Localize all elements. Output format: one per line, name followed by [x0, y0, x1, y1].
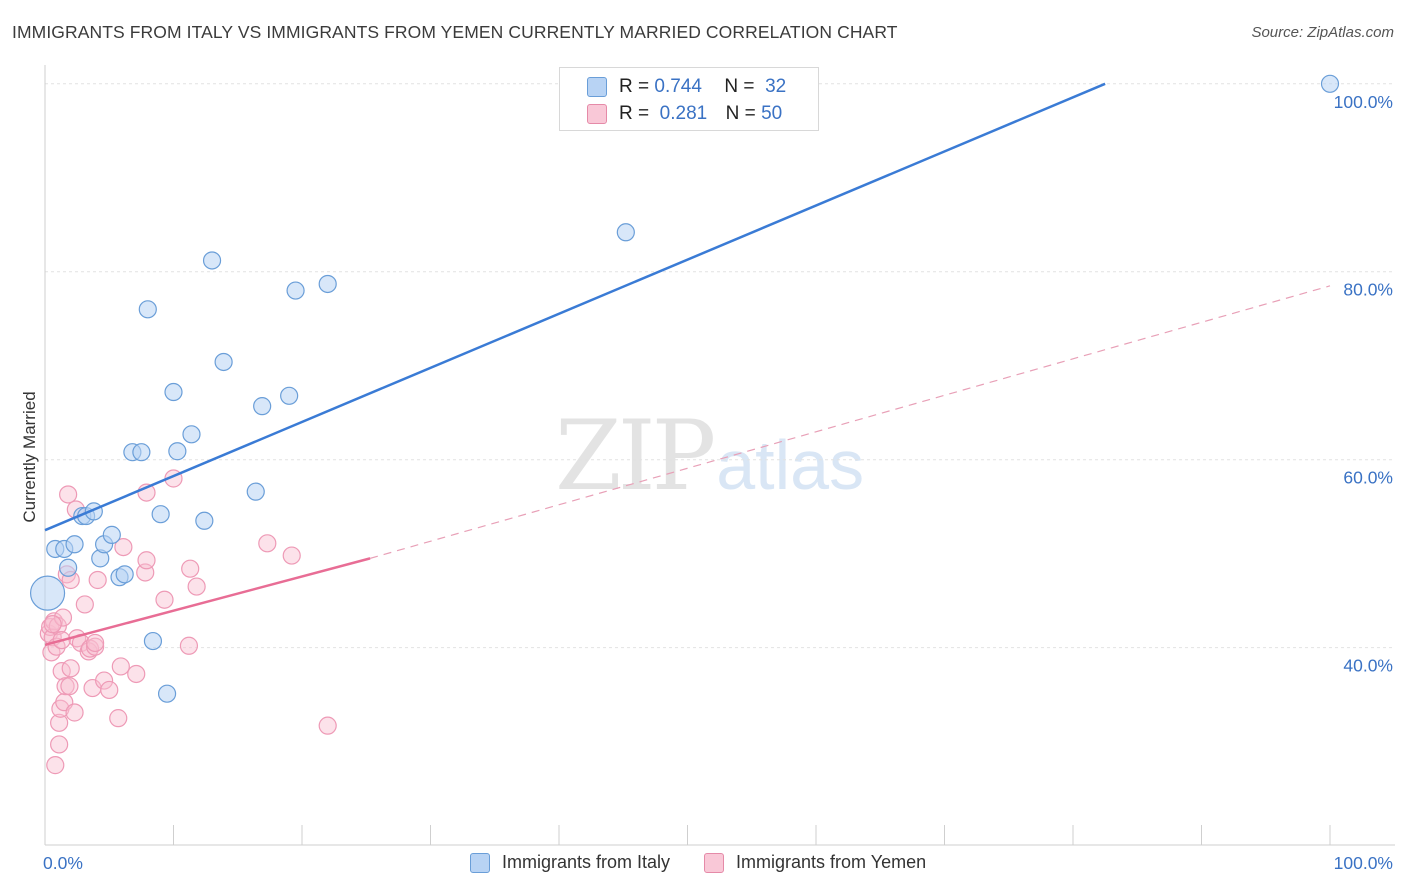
- italy-point: [115, 565, 134, 584]
- source-credit: Source: ZipAtlas.com: [1251, 24, 1394, 41]
- legend-n-value: 50: [761, 103, 783, 124]
- italy-trend-line: [44, 82, 1106, 532]
- italy-point: [195, 511, 214, 530]
- legend-r-label: R =: [619, 76, 650, 97]
- italy-point: [168, 442, 187, 461]
- italy-point: [151, 505, 170, 524]
- x-tick-label-max: 100.0%: [1334, 853, 1393, 873]
- legend-swatch-yemen: [587, 104, 607, 124]
- legend-n-value: 32: [765, 76, 787, 97]
- yemen-point: [50, 735, 69, 754]
- series-label-yemen: Immigrants from Yemen: [736, 852, 927, 872]
- yemen-point: [53, 608, 73, 627]
- italy-point: [164, 382, 183, 402]
- italy-point: [246, 482, 265, 501]
- legend-r-value: 0.744: [654, 76, 702, 97]
- italy-point: [616, 223, 635, 242]
- yemen-point: [75, 595, 94, 614]
- series-swatch-yemen: [704, 852, 725, 873]
- legend-n-label: N =: [725, 103, 756, 124]
- yemen-point: [155, 590, 174, 609]
- yemen-point: [46, 756, 65, 775]
- italy-point: [318, 274, 337, 294]
- series-label-italy: Immigrants from Italy: [502, 852, 671, 872]
- italy-point: [102, 525, 121, 544]
- italy-point: [1320, 74, 1340, 93]
- yemen-point: [59, 485, 78, 504]
- yemen-trend-extension: [369, 285, 1331, 559]
- yemen-point: [181, 559, 200, 578]
- italy-point: [29, 575, 66, 611]
- yemen-point: [114, 537, 133, 557]
- legend-row-italy: R = 0.744 N = 32: [587, 75, 786, 99]
- yemen-point: [137, 551, 156, 570]
- italy-point: [202, 251, 222, 270]
- yemen-point: [43, 615, 62, 634]
- yemen-point: [127, 664, 146, 684]
- legend-r-value: 0.281: [659, 103, 708, 124]
- italy-point: [286, 281, 305, 300]
- series-legend-italy[interactable]: Immigrants from Italy: [470, 852, 670, 873]
- legend-swatch-italy: [587, 77, 607, 97]
- legend-n-label: N =: [724, 76, 755, 97]
- italy-point: [214, 352, 233, 372]
- yemen-point: [86, 633, 105, 653]
- italy-point: [65, 535, 84, 554]
- series-legend: Immigrants from Italy Immigrants from Ye…: [470, 852, 960, 873]
- italy-point: [253, 397, 272, 416]
- italy-point: [280, 386, 299, 405]
- italy-point: [182, 425, 201, 444]
- yemen-point: [100, 680, 119, 700]
- italy-point: [143, 631, 163, 651]
- yemen-point: [65, 703, 84, 722]
- series-legend-yemen[interactable]: Immigrants from Yemen: [704, 852, 926, 873]
- yemen-point: [56, 677, 75, 696]
- correlation-legend: R = 0.744 N = 32 R = 0.281 N = 50: [559, 67, 819, 131]
- italy-point: [59, 558, 78, 577]
- italy-point: [157, 684, 177, 703]
- legend-r-label: R =: [619, 103, 650, 124]
- series-swatch-italy: [470, 852, 490, 873]
- yemen-point: [179, 636, 199, 655]
- yemen-point: [60, 677, 79, 696]
- y-tick-label: 60.0%: [1343, 468, 1393, 488]
- italy-point: [132, 443, 151, 462]
- yemen-point: [50, 713, 69, 732]
- y-tick-label: 100.0%: [1334, 92, 1393, 112]
- x-tick-label-min: 0.0%: [43, 853, 83, 873]
- chart-title: IMMIGRANTS FROM ITALY VS IMMIGRANTS FROM…: [12, 22, 898, 42]
- yemen-trend-line: [44, 557, 371, 647]
- yemen-point: [187, 577, 206, 596]
- italy-point: [138, 300, 157, 319]
- yemen-point: [111, 657, 130, 676]
- legend-row-yemen: R = 0.281 N = 50: [587, 102, 782, 126]
- yemen-point: [282, 546, 301, 565]
- y-tick-label: 40.0%: [1343, 656, 1393, 676]
- yemen-point: [88, 570, 107, 590]
- watermark-zip: ZIP: [555, 400, 716, 512]
- yemen-point: [95, 671, 114, 690]
- yemen-point: [109, 709, 128, 728]
- y-tick-label: 80.0%: [1343, 280, 1393, 300]
- yemen-point: [61, 659, 80, 678]
- watermark: ZIPatlas: [555, 400, 864, 512]
- yemen-point: [258, 534, 277, 553]
- yemen-point: [318, 716, 337, 735]
